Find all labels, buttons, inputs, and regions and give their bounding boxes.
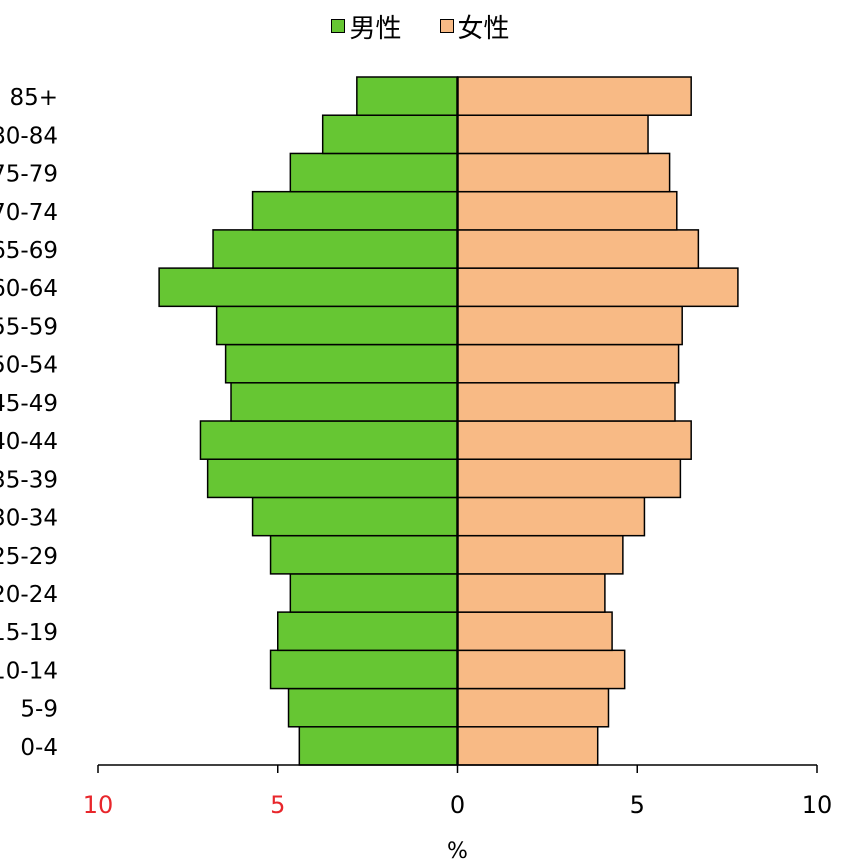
bar-male-75-79 [289,152,459,193]
bar-female-30-34 [456,496,646,537]
bar-male-65-69 [212,229,459,269]
bar-male-70-74 [251,190,459,231]
bar-male-20-24 [289,573,459,613]
x-tick-label-10: 10 [802,791,833,819]
bar-male-30-34 [251,496,459,537]
bar-female-25-29 [456,534,624,575]
bar-female-75-79 [456,152,671,193]
bar-female-70-74 [456,190,678,231]
bar-female-65-69 [456,229,700,269]
legend-label-female: 女性 [457,13,510,44]
y-tick-label-55-59: 55-59 [0,314,58,340]
y-tick-label-30-34: 30-34 [0,506,58,532]
bar-male-60-64 [158,267,459,308]
y-tick-label-15-19: 15-19 [0,620,58,646]
legend-swatch-female [439,19,454,33]
x-axis-label: % [447,839,468,864]
bar-female-80-84 [456,114,649,155]
y-tick-label-5-9: 5-9 [20,697,58,723]
bar-female-15-19 [456,611,613,652]
bar-male-50-54 [224,343,459,384]
y-tick-label-85+: 85+ [9,85,58,111]
y-tick-label-50-54: 50-54 [0,353,58,379]
legend-swatch-male [331,19,346,33]
bar-male-55-59 [215,305,459,346]
bar-female-0-4 [456,726,599,766]
bar-female-35-39 [456,458,682,499]
y-tick-label-10-14: 10-14 [0,658,58,684]
bar-female-10-14 [456,649,626,690]
y-tick-label-75-79: 75-79 [0,162,58,188]
bar-male-0-4 [298,726,459,766]
y-tick-label-20-24: 20-24 [0,582,58,608]
bar-female-60-64 [456,267,739,308]
x-tick-label-5: 5 [630,791,645,819]
bar-male-15-19 [277,611,459,652]
bar-female-85+ [456,76,692,116]
bar-male-45-49 [230,382,459,422]
legend-item-female: 女性 [439,8,510,45]
bar-male-25-29 [269,534,459,575]
y-tick-label-0-4: 0-4 [20,735,58,761]
y-tick-label-70-74: 70-74 [0,200,58,226]
y-tick-label-65-69: 65-69 [0,238,58,264]
legend-label-male: 男性 [349,13,402,44]
x-tick-label--10: 10 [83,791,114,819]
bar-female-50-54 [456,343,680,384]
bar-male-85+ [356,76,459,116]
legend: 男性 女性 [0,6,841,46]
bar-male-80-84 [321,114,459,155]
bar-male-10-14 [269,649,459,690]
y-tick-label-60-64: 60-64 [0,276,58,302]
bar-female-5-9 [456,687,610,728]
x-tick-label-0: 0 [450,791,465,819]
bar-male-5-9 [287,687,459,728]
y-tick-label-35-39: 35-39 [0,467,58,493]
y-tick-label-40-44: 40-44 [0,429,58,455]
bar-male-40-44 [199,420,459,460]
bar-female-45-49 [456,382,676,422]
bar-male-35-39 [206,458,459,499]
y-tick-label-25-29: 25-29 [0,544,58,570]
y-tick-label-45-49: 45-49 [0,391,58,417]
bar-female-40-44 [456,420,692,460]
legend-item-male: 男性 [331,8,402,45]
y-tick-label-80-84: 80-84 [0,123,58,149]
x-tick-label--5: 5 [270,791,285,819]
bar-female-20-24 [456,573,606,613]
bar-female-55-59 [456,305,683,346]
